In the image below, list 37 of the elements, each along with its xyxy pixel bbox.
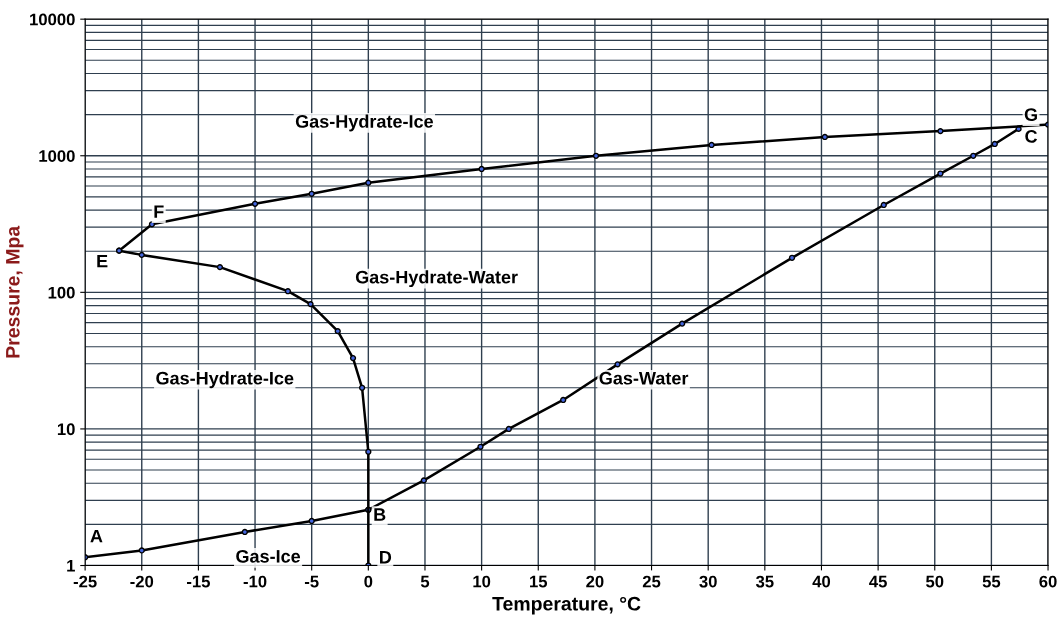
x-tick-label: 10 (473, 575, 491, 588)
x-axis-title: Temperature, °C (492, 596, 641, 615)
x-tick-label: 55 (982, 575, 1001, 588)
y-tick-label: 100 (48, 286, 75, 299)
y-tick-label: 1000 (39, 150, 75, 162)
annotation: B (374, 508, 386, 521)
x-tick-label: 0 (364, 575, 373, 588)
x-tick-label: 5 (420, 575, 430, 588)
x-tick-label: -25 (73, 575, 97, 588)
y-axis-title: Pressure, Mpa (6, 225, 24, 358)
annotation: D (380, 551, 392, 564)
y-tick-label: 10 (57, 423, 75, 436)
x-tick-label: 35 (755, 575, 774, 588)
x-tick-label: 45 (869, 575, 887, 588)
annotation: A (90, 529, 103, 543)
annotation: Gas-Water (599, 371, 689, 385)
x-tick-label: -20 (130, 575, 154, 588)
annotation: F (154, 205, 164, 218)
x-tick-label: -15 (187, 575, 210, 588)
x-tick-label: 15 (530, 575, 548, 588)
annotation: C (1025, 130, 1038, 143)
x-tick-label: 20 (586, 575, 604, 588)
annotation: Gas-Hydrate-Ice (295, 114, 433, 132)
x-tick-label: -5 (304, 575, 319, 588)
y-tick-label: 10000 (30, 13, 75, 26)
x-tick-label: 50 (926, 575, 944, 588)
x-tick-label: 40 (812, 575, 831, 588)
annotation: E (97, 254, 108, 268)
annotation: Gas-Hydrate-Ice (156, 371, 294, 389)
annotation: G (1024, 108, 1037, 121)
x-tick-label: 25 (642, 575, 661, 588)
x-tick-label: 30 (699, 575, 717, 588)
y-tick-label: 1 (67, 560, 75, 572)
annotation: Gas-Ice (236, 549, 301, 563)
x-tick-label: -10 (243, 575, 267, 588)
annotation: Gas-Hydrate-Water (355, 270, 518, 288)
x-tick-label: 60 (1039, 575, 1057, 588)
